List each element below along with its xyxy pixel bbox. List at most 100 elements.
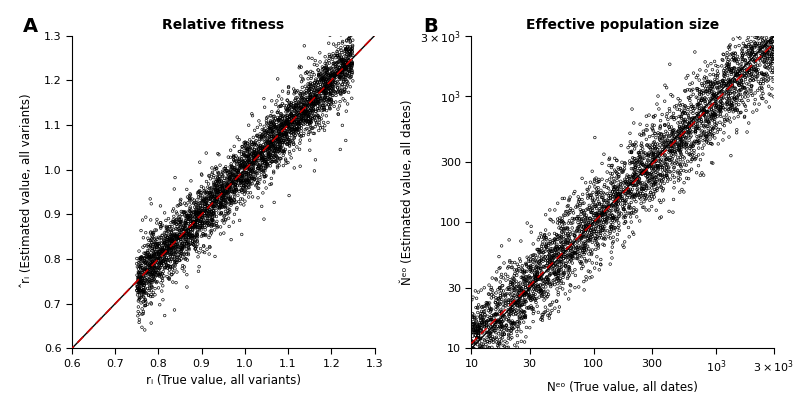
Point (472, 327, 484, 333)
Point (240, 169, 253, 176)
Point (596, 209, 609, 216)
Point (206, 192, 219, 198)
Point (184, 192, 197, 198)
Point (285, 112, 298, 118)
Point (233, 165, 246, 171)
Point (342, 48, 355, 54)
Point (590, 186, 602, 192)
Point (498, 343, 511, 349)
Point (577, 263, 590, 270)
Point (160, 256, 172, 263)
Point (628, 175, 641, 181)
Point (760, 46, 773, 53)
Point (160, 255, 172, 261)
Point (495, 299, 508, 305)
Point (136, 281, 148, 287)
Point (685, 88, 698, 94)
Point (724, 67, 737, 73)
Point (152, 272, 165, 278)
Point (500, 316, 513, 323)
Point (279, 120, 292, 127)
Point (553, 270, 566, 277)
Point (338, 59, 350, 65)
Point (158, 254, 171, 260)
Point (559, 260, 572, 267)
Point (595, 230, 607, 236)
Point (203, 196, 215, 202)
Point (166, 208, 179, 214)
Point (198, 211, 211, 217)
Point (277, 139, 290, 146)
Point (165, 233, 178, 239)
Point (563, 246, 576, 252)
Point (760, 99, 772, 105)
Point (286, 119, 298, 125)
Point (251, 124, 264, 131)
Point (613, 227, 626, 234)
Point (622, 188, 635, 195)
Point (551, 246, 563, 252)
Point (175, 246, 188, 252)
Point (646, 126, 659, 132)
Point (333, 76, 346, 83)
Point (175, 227, 188, 233)
Point (176, 246, 189, 252)
Point (472, 326, 484, 332)
Point (341, 47, 354, 53)
Point (301, 109, 314, 115)
Point (757, 20, 769, 27)
Point (277, 121, 290, 127)
Point (497, 288, 510, 294)
Point (744, 61, 757, 68)
Point (474, 348, 487, 354)
Point (188, 219, 200, 225)
Point (513, 314, 526, 321)
Point (692, 95, 705, 101)
Point (259, 168, 271, 174)
Point (185, 232, 198, 238)
Point (160, 241, 172, 247)
Point (754, 18, 767, 24)
Point (228, 194, 241, 200)
Point (726, 69, 739, 76)
Point (144, 279, 157, 285)
Point (634, 190, 647, 196)
Point (511, 267, 523, 273)
Point (325, 72, 338, 79)
Point (562, 264, 575, 270)
Point (266, 133, 279, 139)
Point (539, 244, 552, 250)
Point (272, 93, 285, 99)
Point (235, 182, 247, 188)
Point (212, 179, 225, 186)
Point (705, 85, 717, 91)
Point (764, 55, 776, 62)
Point (317, 99, 330, 105)
Point (185, 210, 198, 216)
Point (168, 256, 180, 263)
Point (298, 89, 310, 95)
Point (592, 214, 605, 220)
Point (145, 262, 158, 268)
Point (273, 159, 286, 165)
Point (267, 124, 280, 131)
Point (219, 217, 232, 223)
Point (691, 110, 704, 116)
Point (738, 84, 751, 91)
Point (229, 168, 242, 174)
Point (152, 240, 164, 247)
Point (753, 48, 766, 54)
Point (551, 236, 564, 242)
Point (636, 204, 649, 210)
Point (590, 238, 602, 244)
Point (630, 143, 642, 149)
Point (741, 60, 753, 67)
Point (334, 75, 347, 81)
Point (490, 311, 503, 318)
Point (302, 112, 315, 119)
Point (637, 186, 650, 192)
Point (251, 152, 263, 159)
Point (227, 192, 240, 198)
Point (602, 198, 615, 204)
Point (624, 180, 637, 187)
